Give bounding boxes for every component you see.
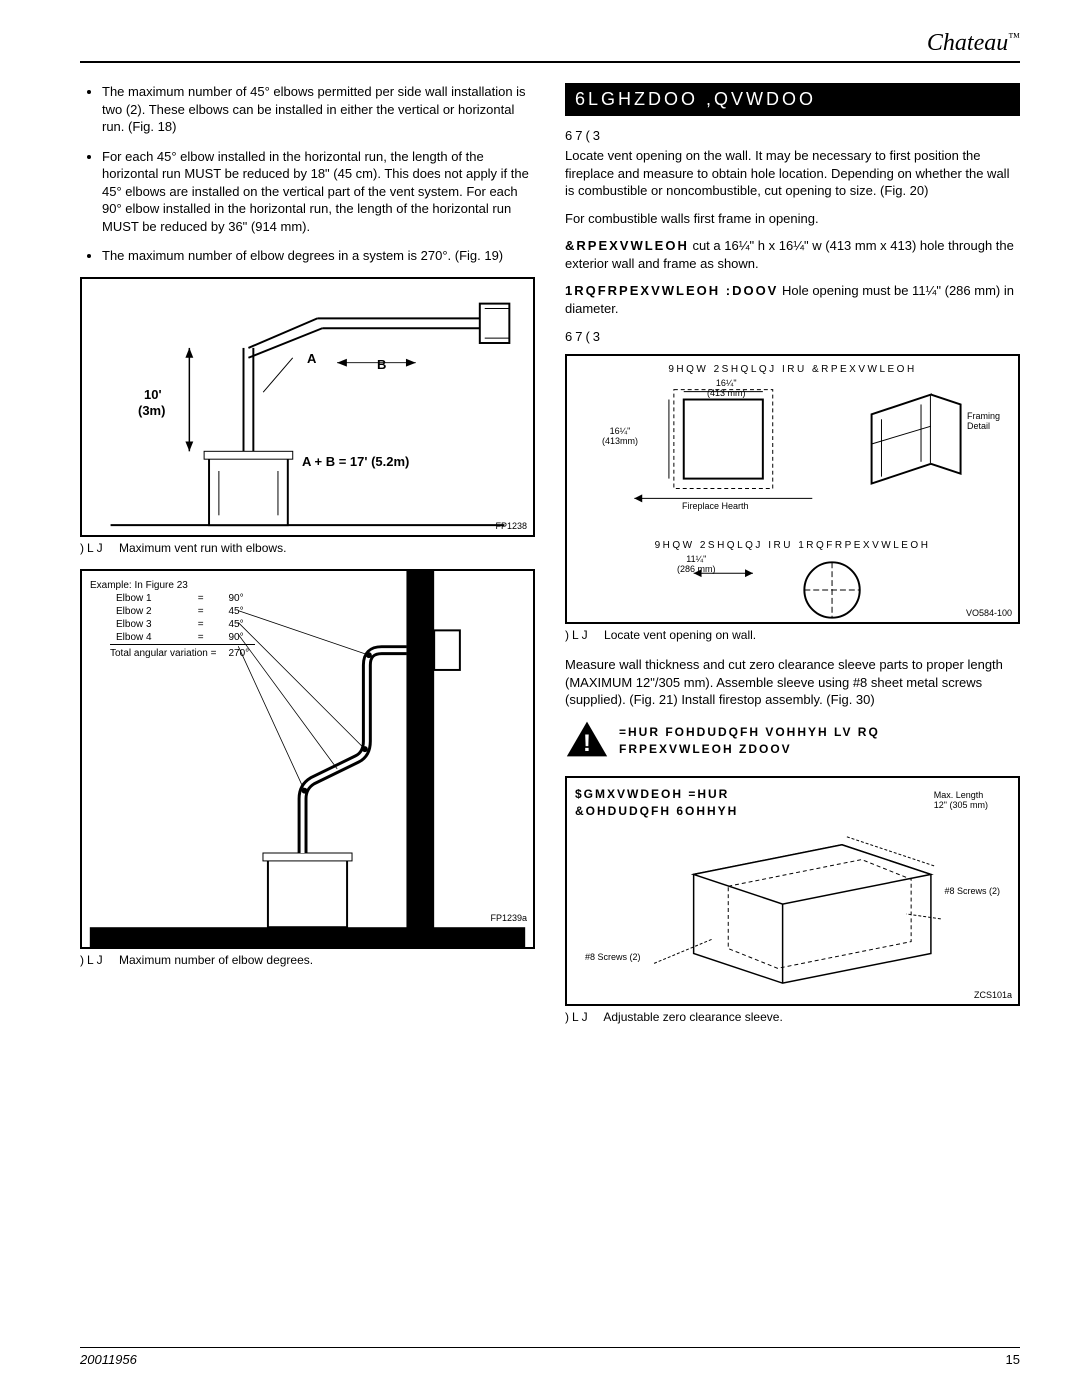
bullet-list: The maximum number of 45° elbows permitt…: [80, 83, 535, 265]
elbow-table: Example: In Figure 23 Elbow 1=90° Elbow …: [90, 579, 255, 660]
bold-prefix: 1RQFRPEXVWLEOH :DOOV: [565, 283, 778, 298]
fig-text: Adjustable zero clearance sleeve.: [603, 1010, 782, 1024]
dia-label: 11¼"(286 mm): [677, 554, 716, 574]
table-row: Elbow 2=45°: [110, 605, 255, 618]
fig-code: VO584-100: [966, 608, 1012, 618]
framing-label: Framing Detail: [967, 411, 1000, 431]
fig-text: Maximum number of elbow degrees.: [119, 953, 313, 967]
paragraph: &RPEXVWLEOH cut a 16¼" h x 16¼" w (413 m…: [565, 237, 1020, 272]
warning-icon: !: [565, 719, 609, 762]
hearth-label: Fireplace Hearth: [682, 501, 749, 511]
fig-prefix: )LJ: [80, 953, 106, 967]
page-footer: 20011956 15: [80, 1347, 1020, 1367]
figure-18: A B 10' (3m) A + B = 17' (5.2m) FP1238: [80, 277, 535, 537]
label-b: B: [377, 357, 386, 372]
step-label: 67(3: [565, 329, 1020, 344]
elbow-degrees-table: Elbow 1=90° Elbow 2=45° Elbow 3=45° Elbo…: [110, 592, 255, 660]
step-label: 67(3: [565, 128, 1020, 143]
warning-text: =HUR FOHDUDQFH VOHHYH LV RQ FRPEXVWLEOH …: [619, 724, 880, 758]
label-3m: (3m): [138, 403, 165, 418]
label-ten: 10': [144, 387, 162, 402]
bold-prefix: &RPEXVWLEOH: [565, 238, 689, 253]
fig-code: FP1239a: [490, 913, 527, 923]
table-row: Elbow 3=45°: [110, 618, 255, 631]
warning-row: ! =HUR FOHDUDQFH VOHHYH LV RQ FRPEXVWLEO…: [565, 719, 1020, 762]
fig20-bottom-diagram: [575, 555, 1010, 625]
fig-prefix: )LJ: [565, 628, 591, 642]
two-column-layout: The maximum number of 45° elbows permitt…: [80, 83, 1020, 1038]
figure-21: $GMXVWDEOH =HUR &OHDUDQFH 6OHHYH Max. Le…: [565, 776, 1020, 1006]
brand-name: Chateau: [927, 30, 1008, 56]
page-number: 15: [1006, 1352, 1020, 1367]
document-number: 20011956: [80, 1352, 137, 1367]
label-eq: A + B = 17' (5.2m): [302, 454, 409, 469]
screws-label-r: #8 Screws (2): [944, 886, 1000, 896]
fig-text: Locate vent opening on wall.: [604, 628, 756, 642]
fig18-caption: )LJ Maximum vent run with elbows.: [80, 541, 535, 555]
max-length-label: Max. Length 12" (305 mm): [934, 790, 988, 810]
dim-w: 16¼"(413 mm): [707, 378, 746, 398]
fig-code: ZCS101a: [974, 990, 1012, 1000]
fig21-caption: )LJ Adjustable zero clearance sleeve.: [565, 1010, 1020, 1024]
svg-text:!: !: [583, 730, 591, 757]
figure-19: Example: In Figure 23 Elbow 1=90° Elbow …: [80, 569, 535, 949]
paragraph: Measure wall thickness and cut zero clea…: [565, 656, 1020, 709]
fig20-top-diagram: [575, 379, 1010, 509]
page-header: Chateau™: [80, 30, 1020, 63]
dim-h: 16¼"(413mm): [602, 426, 638, 446]
bullet-item: The maximum number of 45° elbows permitt…: [102, 83, 535, 136]
section-title-bar: 6LGHZDOO ,QVWDOO: [565, 83, 1020, 116]
paragraph: For combustible walls first frame in ope…: [565, 210, 1020, 228]
paragraph: Locate vent opening on the wall. It may …: [565, 147, 1020, 200]
bullet-item: The maximum number of elbow degrees in a…: [102, 247, 535, 265]
paragraph: 1RQFRPEXVWLEOH :DOOV Hole opening must b…: [565, 282, 1020, 317]
fig20-caption: )LJ Locate vent opening on wall.: [565, 628, 1020, 642]
fig-text: Maximum vent run with elbows.: [119, 541, 286, 555]
left-column: The maximum number of 45° elbows permitt…: [80, 83, 535, 1038]
table-row: Elbow 4=90°: [110, 631, 255, 645]
fig-prefix: )LJ: [565, 1010, 591, 1024]
table-row: Total angular variation =270°: [110, 644, 255, 660]
fig19-caption: )LJ Maximum number of elbow degrees.: [80, 953, 535, 967]
right-column: 6LGHZDOO ,QVWDOO 67(3 Locate vent openin…: [565, 83, 1020, 1038]
screws-label-l: #8 Screws (2): [585, 952, 641, 962]
bullet-item: For each 45° elbow installed in the hori…: [102, 148, 535, 236]
fig21-diagram: [575, 824, 1010, 994]
trademark: ™: [1008, 30, 1020, 44]
figure-20: 9HQW 2SHQLQJ IRU &RPEXVWLEOH: [565, 354, 1020, 624]
label-a: A: [307, 351, 316, 366]
fig-prefix: )LJ: [80, 541, 106, 555]
example-title: Example: In Figure 23: [90, 579, 255, 592]
fig-code: FP1238: [495, 521, 527, 531]
table-row: Elbow 1=90°: [110, 592, 255, 605]
fig20-sub2: 9HQW 2SHQLQJ IRU 1RQFRPEXVWLEOH: [575, 540, 1010, 551]
fig20-sub1: 9HQW 2SHQLQJ IRU &RPEXVWLEOH: [575, 364, 1010, 375]
